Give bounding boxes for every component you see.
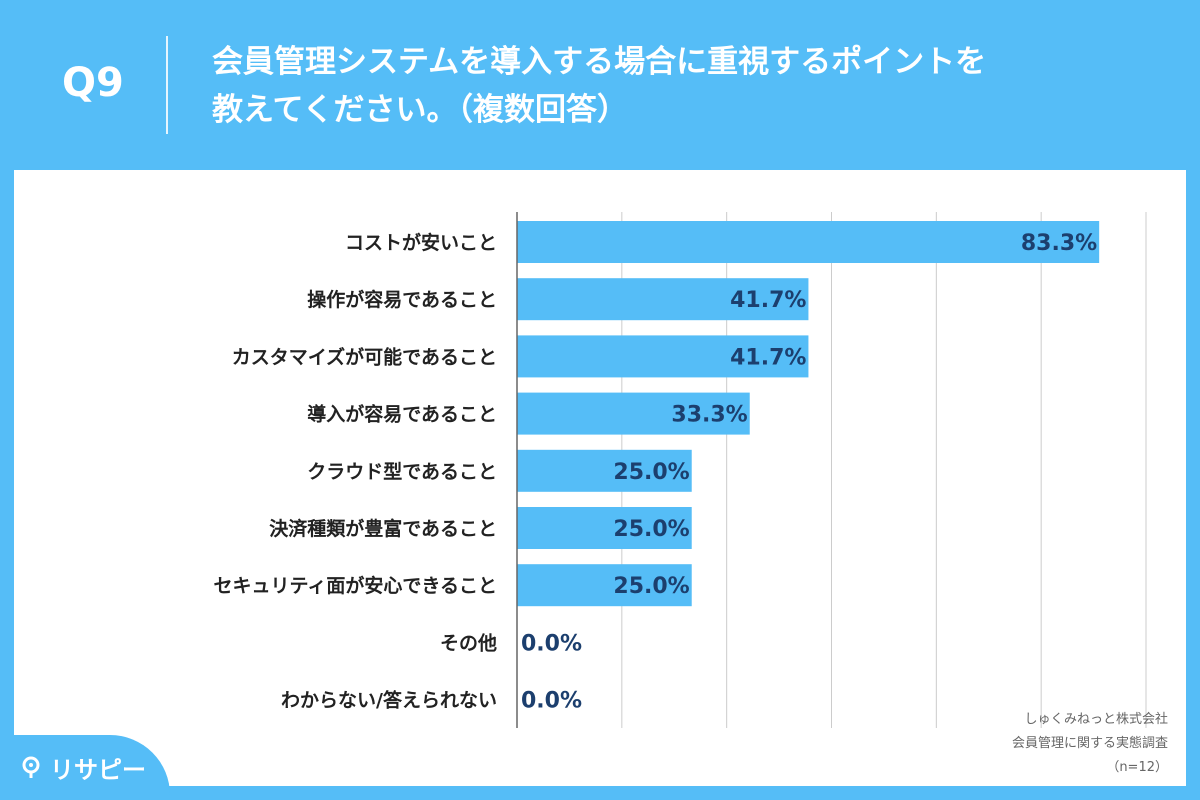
- logo-background: [0, 735, 170, 800]
- category-label: カスタマイズが可能であること: [232, 345, 497, 368]
- question-number: Q9: [62, 60, 124, 106]
- header-divider: [166, 36, 168, 134]
- bar-chart: コストが安いこと 83.3% 操作が容易であること 41.7% カスタマイズが可能である…: [214, 212, 1147, 728]
- value-label: 0.0%: [521, 689, 582, 714]
- source-company: しゅくみねっと株式会社: [1024, 712, 1168, 727]
- logo-text: リサピー: [50, 755, 146, 784]
- category-label: 決済種類が豊富であること: [269, 517, 497, 540]
- header: Q9 会員管理システムを導入する場合に重視するポイントを 教えてください。（複数…: [0, 0, 1200, 170]
- bar: [517, 278, 809, 321]
- source-survey: 会員管理に関する実態調査: [1011, 736, 1168, 751]
- value-label: 25.0%: [613, 574, 689, 599]
- source-note: しゅくみねっと株式会社 会員管理に関する実態調査 （n=12）: [1012, 708, 1168, 780]
- value-label: 41.7%: [730, 288, 806, 313]
- value-label: 83.3%: [1021, 231, 1097, 256]
- bar: [517, 392, 750, 435]
- category-label: 導入が容易であること: [307, 403, 497, 426]
- value-label: 25.0%: [613, 460, 689, 485]
- category-label: クラウド型であること: [307, 460, 497, 483]
- bar: [517, 221, 1100, 263]
- value-label: 25.0%: [613, 517, 689, 542]
- chart-panel: コストが安いこと 83.3% 操作が容易であること 41.7% カスタマイズが可能である…: [14, 170, 1186, 786]
- category-label: その他: [440, 631, 497, 654]
- category-label: 操作が容易であること: [307, 288, 497, 311]
- category-label: わからない/答えられない: [281, 689, 497, 712]
- question-title-line-1: 会員管理システムを導入する場合に重視するポイントを: [212, 44, 987, 80]
- logo: リサピー: [20, 750, 146, 784]
- value-label: 41.7%: [730, 345, 806, 370]
- bar: [517, 335, 809, 378]
- category-label: コストが安いこと: [345, 231, 497, 254]
- bar: [517, 507, 692, 549]
- bar: [517, 564, 692, 607]
- source-sample-size: （n=12）: [1106, 760, 1168, 775]
- value-label: 33.3%: [671, 403, 747, 428]
- question-title: 会員管理システムを導入する場合に重視するポイントを 教えてください。（複数回答）: [212, 38, 1172, 134]
- pin-icon: [20, 756, 42, 778]
- bar: [517, 449, 692, 492]
- category-label: セキュリティ面が安心できること: [214, 574, 497, 597]
- value-label: 0.0%: [521, 631, 582, 656]
- question-title-line-2: 教えてください。（複数回答）: [212, 92, 629, 128]
